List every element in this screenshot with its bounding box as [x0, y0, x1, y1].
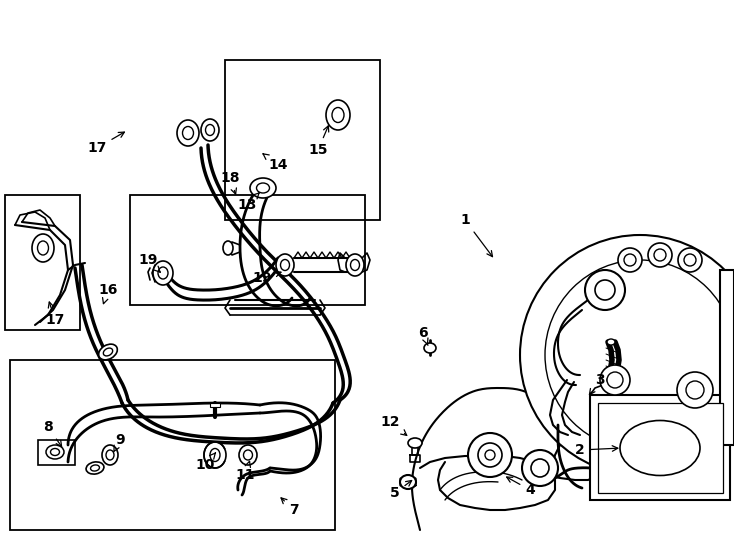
Circle shape: [618, 248, 642, 272]
Ellipse shape: [98, 344, 117, 360]
Circle shape: [522, 450, 558, 486]
Ellipse shape: [250, 178, 276, 198]
Text: 16: 16: [98, 283, 117, 303]
Ellipse shape: [223, 241, 233, 255]
Ellipse shape: [51, 449, 59, 456]
Ellipse shape: [153, 261, 173, 285]
Bar: [598, 403, 723, 493]
Ellipse shape: [86, 462, 104, 474]
Bar: [38, 440, 75, 465]
Circle shape: [478, 443, 502, 467]
Text: 18: 18: [220, 171, 240, 194]
Text: 6: 6: [418, 326, 428, 346]
Ellipse shape: [280, 260, 289, 271]
Ellipse shape: [204, 442, 226, 468]
Ellipse shape: [586, 293, 734, 437]
Ellipse shape: [351, 260, 360, 271]
Circle shape: [600, 365, 630, 395]
Text: 4: 4: [506, 477, 535, 497]
Ellipse shape: [424, 343, 436, 353]
Ellipse shape: [408, 438, 422, 448]
Ellipse shape: [183, 126, 194, 139]
Text: 7: 7: [281, 498, 299, 517]
Text: 11: 11: [236, 461, 255, 482]
Text: 5: 5: [390, 481, 412, 500]
Text: 19: 19: [252, 271, 281, 285]
Ellipse shape: [326, 100, 350, 130]
Bar: [10, 360, 335, 530]
Circle shape: [468, 433, 512, 477]
Text: 1: 1: [460, 213, 493, 256]
Circle shape: [678, 248, 702, 272]
Bar: [720, 270, 734, 445]
Ellipse shape: [32, 234, 54, 262]
Text: 17: 17: [46, 302, 65, 327]
Text: 15: 15: [308, 126, 329, 157]
Bar: [590, 395, 730, 500]
Ellipse shape: [239, 445, 257, 465]
Ellipse shape: [600, 307, 734, 422]
Text: 10: 10: [195, 453, 216, 472]
Ellipse shape: [256, 183, 269, 193]
Circle shape: [520, 235, 734, 475]
Circle shape: [684, 254, 696, 266]
Text: 17: 17: [87, 132, 124, 155]
Ellipse shape: [37, 241, 48, 255]
Circle shape: [545, 260, 734, 450]
Ellipse shape: [210, 449, 220, 462]
Bar: [210, 403, 220, 407]
Circle shape: [607, 372, 623, 388]
Circle shape: [648, 243, 672, 267]
Bar: [5, 195, 80, 330]
Ellipse shape: [244, 450, 252, 460]
Ellipse shape: [158, 267, 168, 279]
Text: 13: 13: [237, 193, 259, 212]
Ellipse shape: [103, 348, 113, 356]
Text: 8: 8: [43, 420, 62, 447]
Bar: [225, 60, 380, 220]
Circle shape: [531, 459, 549, 477]
Ellipse shape: [90, 465, 100, 471]
Ellipse shape: [201, 119, 219, 141]
Circle shape: [624, 254, 636, 266]
Text: 14: 14: [263, 154, 288, 172]
Text: 9: 9: [114, 433, 125, 452]
Circle shape: [585, 270, 625, 310]
Ellipse shape: [332, 107, 344, 123]
Circle shape: [677, 372, 713, 408]
Ellipse shape: [177, 120, 199, 146]
Circle shape: [595, 280, 615, 300]
Text: 3: 3: [589, 373, 605, 395]
Circle shape: [485, 450, 495, 460]
Ellipse shape: [607, 377, 615, 383]
Ellipse shape: [346, 254, 364, 276]
Ellipse shape: [276, 254, 294, 276]
Ellipse shape: [607, 339, 615, 345]
Ellipse shape: [46, 445, 64, 459]
Ellipse shape: [620, 421, 700, 476]
Ellipse shape: [400, 475, 416, 489]
Bar: [130, 195, 365, 305]
Text: 19: 19: [138, 253, 160, 272]
Text: 2: 2: [575, 443, 618, 457]
Text: 12: 12: [380, 415, 407, 435]
Ellipse shape: [102, 445, 118, 465]
Ellipse shape: [106, 450, 114, 460]
Circle shape: [654, 249, 666, 261]
Circle shape: [686, 381, 704, 399]
Ellipse shape: [206, 125, 214, 136]
